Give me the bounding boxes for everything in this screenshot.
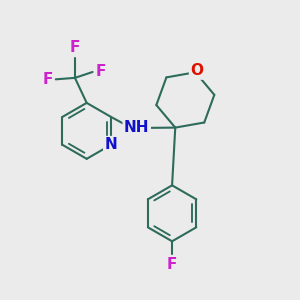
Text: F: F bbox=[167, 257, 177, 272]
Text: N: N bbox=[104, 137, 117, 152]
Text: F: F bbox=[43, 72, 53, 87]
Text: F: F bbox=[95, 64, 106, 80]
Text: F: F bbox=[70, 40, 80, 56]
Text: NH: NH bbox=[124, 120, 149, 135]
Text: O: O bbox=[190, 63, 203, 78]
